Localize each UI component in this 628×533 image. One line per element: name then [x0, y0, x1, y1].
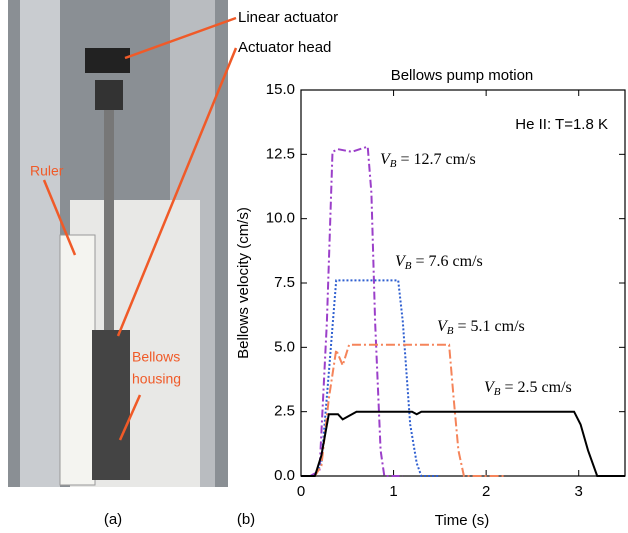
head [95, 80, 123, 110]
arrows [42, 16, 238, 441]
x-tick-label: 0 [297, 483, 305, 500]
y-tick-label: 5.0 [274, 338, 295, 355]
series-label: VB = 7.6 cm/s [395, 253, 483, 272]
y-tick-label: 0.0 [274, 467, 295, 484]
frame-left [20, 0, 60, 487]
x-tick-label: 1 [389, 483, 397, 500]
label: housing [132, 371, 181, 387]
y-tick-label: 12.5 [266, 145, 295, 162]
y-tick-label: 10.0 [266, 210, 295, 227]
panel-label: (a) [104, 511, 122, 528]
series-label: VB = 12.7 cm/s [380, 151, 476, 170]
actuator [85, 48, 130, 73]
bellows [92, 330, 130, 480]
x-tick-label: 2 [482, 483, 490, 500]
y-axis-label: Bellows velocity (cm/s) [235, 207, 252, 359]
series-line [314, 279, 440, 477]
label: Bellows [132, 349, 180, 365]
panel-label: (b) [237, 511, 255, 528]
series-line [301, 410, 625, 477]
series-line [314, 343, 505, 477]
rod [104, 110, 114, 350]
ruler [59, 234, 96, 486]
photo: Linear actuator Actuator head Ruler Bell… [8, 0, 338, 528]
label: Linear actuator [238, 9, 338, 26]
y-tick-label: 2.5 [274, 403, 295, 420]
series-label: VB = 5.1 cm/s [437, 318, 525, 337]
x-axis-label: Time (s) [435, 512, 489, 529]
annotation: He II: T=1.8 K [515, 116, 608, 133]
y-tick-label: 7.5 [274, 274, 295, 291]
chart-title: Bellows pump motion [391, 67, 534, 84]
series-label: VB = 2.5 cm/s [484, 379, 572, 398]
y-tick-label: 15.0 [266, 81, 295, 98]
label: Ruler [30, 163, 64, 179]
label: Actuator head [238, 39, 331, 56]
series-line [309, 145, 403, 477]
x-tick-label: 3 [575, 483, 583, 500]
